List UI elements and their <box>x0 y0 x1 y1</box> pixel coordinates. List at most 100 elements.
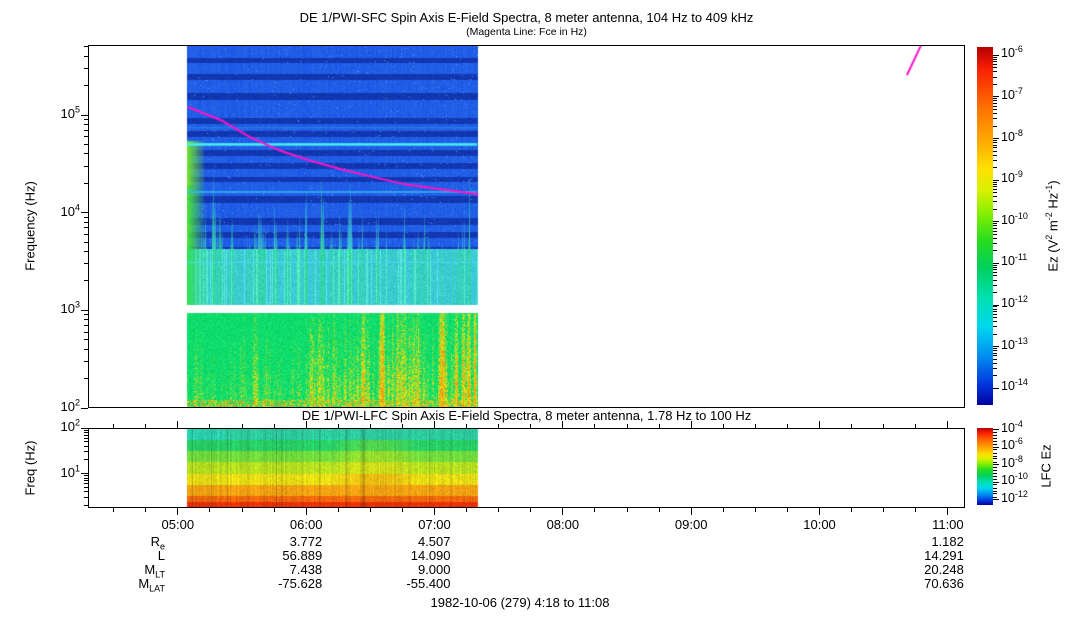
sfc-cb-minor-tick <box>993 139 997 141</box>
sfc-y-minor-tick <box>84 46 88 48</box>
x-minor-tick-top <box>786 424 788 428</box>
lfc-cb-minor-tick <box>993 440 997 442</box>
sfc-cb-minor-tick <box>993 167 997 169</box>
sfc-cb-minor-tick <box>993 208 997 210</box>
lfc-cb-minor-tick <box>993 431 997 433</box>
x-major-tick <box>177 508 179 515</box>
lfc-y-minor-tick <box>84 477 88 479</box>
sfc-cb-major-tick <box>993 54 999 56</box>
sfc-y-minor-tick <box>84 378 88 380</box>
sfc-cb-minor-tick <box>993 367 997 369</box>
sfc-cb-minor-tick <box>993 118 997 120</box>
sfc-y-tick-label: 103 <box>60 300 80 317</box>
lfc-cb-minor-tick <box>993 490 997 492</box>
sfc-cb-minor-tick <box>993 266 997 268</box>
sfc-cb-minor-tick <box>993 147 997 149</box>
sfc-cb-minor-tick <box>993 333 997 335</box>
sfc-cb-minor-tick <box>993 192 997 194</box>
x-major-tick <box>562 508 564 515</box>
lfc-cb-minor-tick <box>993 449 997 451</box>
x-minor-tick-top <box>658 424 660 428</box>
sfc-cb-minor-tick <box>993 321 997 323</box>
lfc-cb-tick-label: 10-4 <box>1001 418 1023 435</box>
sfc-cb-minor-tick <box>993 272 997 274</box>
lfc-cb-minor-tick <box>993 438 997 439</box>
x-tick-label: 06:00 <box>289 517 323 532</box>
x-minor-tick <box>337 508 339 512</box>
ephemeris-value: 14.090 <box>410 548 451 563</box>
sfc-title: DE 1/PWI-SFC Spin Axis E-Field Spectra, … <box>299 10 754 25</box>
sfc-cb-minor-tick <box>993 98 997 100</box>
x-minor-tick <box>530 508 532 512</box>
lfc-panel <box>88 428 965 508</box>
sfc-cb-minor-tick <box>993 237 997 239</box>
sfc-y-minor-tick <box>84 360 88 362</box>
x-minor-tick <box>498 508 500 512</box>
sfc-y-minor-tick <box>84 227 88 229</box>
x-minor-tick-top <box>369 424 371 428</box>
lfc-y-minor-tick <box>84 459 88 461</box>
sfc-cb-tick-label: 10-13 <box>1001 335 1028 352</box>
x-minor-tick-top <box>498 424 500 428</box>
x-major-tick-top <box>819 421 821 428</box>
x-major-tick-top <box>434 421 436 428</box>
x-minor-tick <box>401 508 403 512</box>
lfc-y-major-tick <box>81 473 88 475</box>
x-major-tick-top <box>177 421 179 428</box>
x-minor-tick-top <box>754 424 756 428</box>
x-major-tick <box>947 508 949 515</box>
x-tick-label: 09:00 <box>674 517 708 532</box>
sfc-cb-minor-tick <box>993 183 997 185</box>
lfc-y-minor-tick <box>84 491 88 493</box>
lfc-y-minor-tick <box>84 497 88 499</box>
x-minor-tick-top <box>626 424 628 428</box>
lfc-cb-minor-tick <box>993 452 997 454</box>
sfc-cb-minor-tick <box>993 102 997 104</box>
lfc-y-minor-tick <box>84 429 88 431</box>
sfc-cb-minor-tick <box>993 154 997 156</box>
ephemeris-value: 4.507 <box>417 534 451 549</box>
sfc-y-tick-label: 105 <box>60 104 80 122</box>
sfc-cb-minor-tick <box>993 284 997 286</box>
x-minor-tick <box>209 508 211 512</box>
sfc-cb-minor-tick <box>993 313 997 315</box>
lfc-y-minor-tick <box>84 434 88 436</box>
sfc-cb-minor-tick <box>993 144 997 146</box>
sfc-cb-tick-label: 10-10 <box>1001 210 1028 227</box>
lfc-cb-major-tick <box>993 464 999 466</box>
sfc-y-tick-label: 102 <box>60 397 80 414</box>
x-tick-label: 05:00 <box>161 517 195 532</box>
x-minor-tick-top <box>722 424 724 428</box>
sfc-cb-minor-tick <box>993 56 997 58</box>
sfc-cb-major-tick <box>993 262 999 264</box>
sfc-cb-major-tick <box>993 138 999 140</box>
sfc-cb-major-tick <box>993 221 999 223</box>
lfc-cb-minor-tick <box>993 466 997 468</box>
ephemeris-value: 9.000 <box>417 562 451 577</box>
x-minor-tick <box>786 508 788 512</box>
sfc-y-minor-tick <box>84 216 88 218</box>
ephemeris-value: 3.772 <box>289 534 323 549</box>
sfc-cb-minor-tick <box>993 348 997 350</box>
sfc-y-minor-tick <box>84 136 88 138</box>
x-minor-tick <box>113 508 115 512</box>
x-minor-tick <box>626 508 628 512</box>
sfc-cb-major-tick <box>993 346 999 348</box>
lfc-cb-minor-tick <box>993 444 997 446</box>
lfc-y-minor-tick <box>84 486 88 488</box>
sfc-cb-minor-tick <box>993 355 997 357</box>
sfc-cb-minor-tick <box>993 108 997 110</box>
sfc-cb-minor-tick <box>993 71 997 73</box>
ephemeris-row-label: L <box>157 548 165 563</box>
sfc-cb-minor-tick <box>993 201 997 203</box>
lfc-cb-tick-label: 10-10 <box>1001 471 1028 488</box>
lfc-cb-major-tick <box>993 429 999 431</box>
sfc-cb-tick-label: 10-7 <box>1001 85 1023 102</box>
sfc-cb-minor-tick <box>993 358 997 360</box>
sfc-y-minor-tick <box>84 319 88 321</box>
sfc-cb-minor-tick <box>993 181 997 183</box>
sfc-cb-minor-tick <box>993 243 997 245</box>
lfc-cb-minor-tick <box>993 487 997 489</box>
sfc-y-minor-tick <box>84 118 88 120</box>
x-tick-label: 08:00 <box>546 517 580 532</box>
